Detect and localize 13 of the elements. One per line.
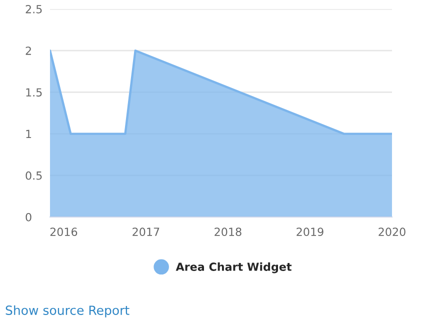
y-tick-label: 2.5 [26,4,42,14]
y-tick-label: 1 [26,130,32,138]
y-tick-label: 0.5 [26,171,42,180]
x-tick-label: 2019 [296,228,324,236]
text: Show source Report [6,305,130,318]
legend-label: Area Chart Widget [176,262,292,274]
y-tick-label: 2 [26,46,31,55]
y-tick-label: 1.5 [26,88,42,97]
x-tick-label: 2020 [378,228,406,236]
y-tick-label: 0 [26,212,32,222]
x-tick-label: 2017 [132,228,160,236]
x-tick-label: 2018 [214,228,242,236]
x-tick-label: 2016 [50,228,78,236]
